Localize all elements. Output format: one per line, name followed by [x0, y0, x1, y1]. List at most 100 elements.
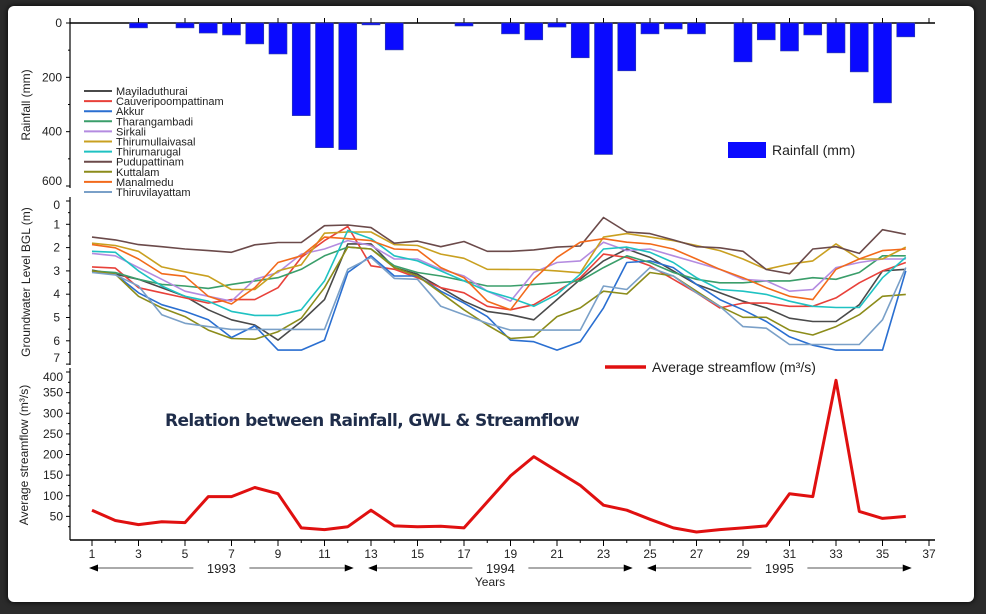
- streamflow-y-tick-label: 250: [43, 427, 63, 441]
- year-label: 1995: [765, 561, 794, 576]
- chart-title: Relation between Rainfall, GWL & Streamf…: [165, 411, 580, 431]
- rainfall-bar: [315, 22, 334, 148]
- rainfall-bar: [896, 22, 916, 38]
- rainfall-y-tick-label: 200: [42, 70, 62, 84]
- x-tick-label: 25: [643, 547, 657, 561]
- gwl-series-line-thiruvilayattam: [91, 256, 907, 346]
- x-tick-label: 31: [783, 547, 797, 561]
- rainfall-y-tick-label: 0: [55, 16, 62, 30]
- gwl-legend-label: Manalmedu: [116, 177, 173, 189]
- gwl-legend-label: Pudupattinam: [116, 157, 184, 169]
- x-tick-label: 13: [364, 547, 378, 561]
- gwl-legend-label: Mayiladuthurai: [116, 86, 188, 98]
- rainfall-bar: [524, 22, 544, 41]
- x-tick-label: 23: [597, 547, 611, 561]
- gwl-y-tick-label: 6: [53, 334, 60, 348]
- x-axis-label: Years: [475, 575, 505, 589]
- rainfall-bar: [733, 22, 753, 63]
- rainfall-bar: [687, 22, 706, 35]
- x-tick-label: 33: [829, 547, 843, 561]
- rainfall-bar: [826, 22, 846, 54]
- streamflow-line: [91, 378, 906, 534]
- gwl-legend-label: Tharangambadi: [116, 116, 193, 128]
- rainfall-bar: [756, 22, 776, 41]
- chart-panel: [8, 6, 974, 602]
- x-tick-label: 5: [182, 547, 189, 561]
- gwl-series-line-sirkali: [91, 239, 906, 303]
- gwl-y-tick-label: 3: [53, 264, 60, 278]
- rainfall-bar: [129, 22, 148, 29]
- gwl-y-tick-label: 2: [53, 241, 60, 255]
- year-arrow-left-icon: [89, 564, 98, 572]
- rainfall-bar: [849, 22, 869, 73]
- x-tick-label: 27: [690, 547, 704, 561]
- streamflow-y-tick-label: 400: [43, 370, 63, 384]
- x-tick-label: 11: [318, 547, 331, 561]
- year-arrow-right-icon: [623, 564, 633, 572]
- year-arrow-left-icon: [368, 564, 377, 572]
- rainfall-bar: [547, 22, 567, 28]
- rainfall-bar: [361, 22, 381, 26]
- rainfall-bar: [384, 22, 404, 51]
- gwl-y-tick-label: 4: [53, 287, 60, 301]
- rainfall-bar: [663, 22, 683, 30]
- x-tick-label: 1: [89, 547, 96, 561]
- streamflow-y-tick-label: 50: [50, 509, 64, 523]
- x-tick-label: 9: [275, 547, 282, 561]
- year-label: 1994: [486, 561, 515, 576]
- rainfall-legend-label: Rainfall (mm): [772, 142, 855, 158]
- gwl-series-line-manalmedu: [91, 236, 906, 311]
- rainfall-bar: [245, 22, 265, 45]
- x-tick-label: 35: [876, 547, 890, 561]
- gwl-y-tick-label: 7: [53, 351, 60, 365]
- rainfall-bar: [640, 22, 660, 35]
- streamflow-legend-label: Average streamflow (m³/s): [652, 359, 816, 375]
- gwl-legend-label: Cauveripoompattinam: [116, 96, 224, 108]
- gwl-y-tick-label: 1: [53, 217, 60, 231]
- rainfall-bar: [175, 22, 195, 29]
- gwl-y-label: Groundwater Level BGL (m): [19, 207, 33, 357]
- gwl-legend-label: Sirkali: [116, 126, 146, 138]
- rainfall-bar: [570, 22, 590, 59]
- gwl-series-line-mayiladuthurai: [91, 243, 906, 341]
- streamflow-y-tick-label: 100: [43, 489, 63, 503]
- gwl-series-line-thirumarugal: [91, 229, 907, 317]
- rainfall-y-tick-label: 600: [42, 174, 62, 188]
- rainfall-legend-swatch: [728, 142, 766, 158]
- rainfall-bar: [594, 22, 613, 155]
- gwl-series-line-pudupattinam: [91, 216, 906, 275]
- rainfall-bar: [222, 22, 241, 36]
- rainfall-bar: [454, 22, 474, 27]
- x-tick-label: 7: [228, 547, 235, 561]
- rainfall-panel: 0 200 400 600 Rainfall (mm) Rainfall (mm): [19, 16, 935, 188]
- x-tick-label: 3: [135, 547, 142, 561]
- gwl-series-line-akkur: [91, 255, 907, 351]
- rainfall-bar: [338, 22, 358, 150]
- x-tick-label: 17: [457, 547, 471, 561]
- x-tick-label: 21: [550, 547, 564, 561]
- streamflow-panel: 50 100 150 200 250 300 350 400 Average streamflo…: [17, 359, 906, 540]
- year-label: 1993: [207, 561, 236, 576]
- x-tick-label: 19: [504, 547, 518, 561]
- x-tick-label: 15: [411, 547, 425, 561]
- streamflow-y-tick-label: 300: [43, 406, 63, 420]
- streamflow-y-label: Average streamflow (m³/s): [17, 385, 31, 525]
- streamflow-y-tick-label: 350: [43, 386, 63, 400]
- rainfall-y-tick-label: 400: [42, 125, 62, 139]
- rainfall-bar: [617, 22, 637, 72]
- year-arrow-right-icon: [902, 564, 912, 572]
- x-tick-label: 37: [922, 547, 936, 561]
- gwl-legend-label: Kuttalam: [116, 167, 159, 179]
- rainfall-y-label: Rainfall (mm): [19, 69, 33, 140]
- rainfall-bar: [268, 22, 288, 55]
- gwl-legend-label: Akkur: [116, 106, 144, 118]
- streamflow-y-tick-label: 200: [43, 448, 63, 462]
- gwl-legend-label: Thiruvilayattam: [116, 187, 191, 199]
- rainfall-bar: [873, 22, 892, 104]
- groundwater-panel: 0 1 2 3 4 5 6 7 Groundwater Level BGL (m) Mayilad…: [19, 86, 907, 365]
- rainfall-bar: [501, 22, 520, 35]
- gwl-series-line-thirumullaivasal: [91, 231, 907, 291]
